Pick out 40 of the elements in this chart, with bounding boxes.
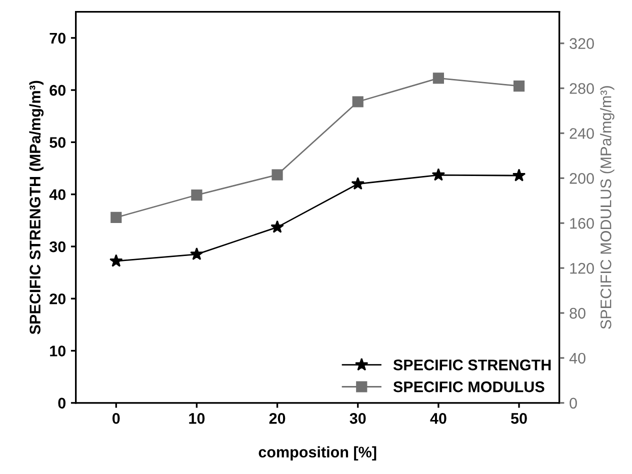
point xyxy=(512,168,526,182)
y2-tick-label: 200 xyxy=(570,173,594,184)
y2-tick-label: 160 xyxy=(570,218,594,229)
y-tick-label: 0 xyxy=(58,398,66,409)
y2-tick-label: 280 xyxy=(570,83,594,94)
y-tick-label: 20 xyxy=(50,293,66,304)
y-tick-label: 40 xyxy=(49,189,66,200)
y-tick-label: 70 xyxy=(50,32,66,44)
x-tick-label: 20 xyxy=(269,413,286,424)
x-tick-label: 50 xyxy=(511,413,527,424)
point xyxy=(432,72,444,84)
x-tick-label: 10 xyxy=(189,413,205,424)
y2-tick-label: 240 xyxy=(570,128,594,139)
x-tick-label: 40 xyxy=(430,413,446,424)
point xyxy=(272,169,283,180)
y2-tick-label: 0 xyxy=(570,398,577,409)
x-tick-label: 30 xyxy=(350,413,366,424)
y2-tick-label: 40 xyxy=(569,352,586,364)
y2-axis-title: SPECIFIC MODULUS (MPa/mg/m³) xyxy=(600,86,614,329)
y2-tick-label: 320 xyxy=(570,38,594,49)
y-tick-label: 60 xyxy=(50,84,66,96)
point xyxy=(513,80,525,92)
y2-tick-label: 80 xyxy=(570,308,586,319)
point xyxy=(109,254,123,267)
x-tick-label: 0 xyxy=(112,413,120,424)
y-tick-label: 10 xyxy=(50,346,66,356)
x-axis-title: composition [%] xyxy=(258,446,376,461)
legend-label: SPECIFIC MODULUS xyxy=(393,381,544,392)
point xyxy=(190,247,204,260)
y-axis-title: SPECIFIC STRENGTH (MPa/mg/m³) xyxy=(29,80,44,334)
point xyxy=(110,212,122,224)
point xyxy=(191,189,202,201)
point xyxy=(352,96,364,108)
point xyxy=(270,220,284,233)
legend-label: SPECIFIC STRENGTH xyxy=(393,360,551,370)
y-tick-label: 50 xyxy=(50,137,66,148)
y2-tick-label: 120 xyxy=(570,262,594,274)
y-tick-label: 30 xyxy=(49,241,66,252)
point xyxy=(432,168,446,181)
point xyxy=(351,176,365,190)
